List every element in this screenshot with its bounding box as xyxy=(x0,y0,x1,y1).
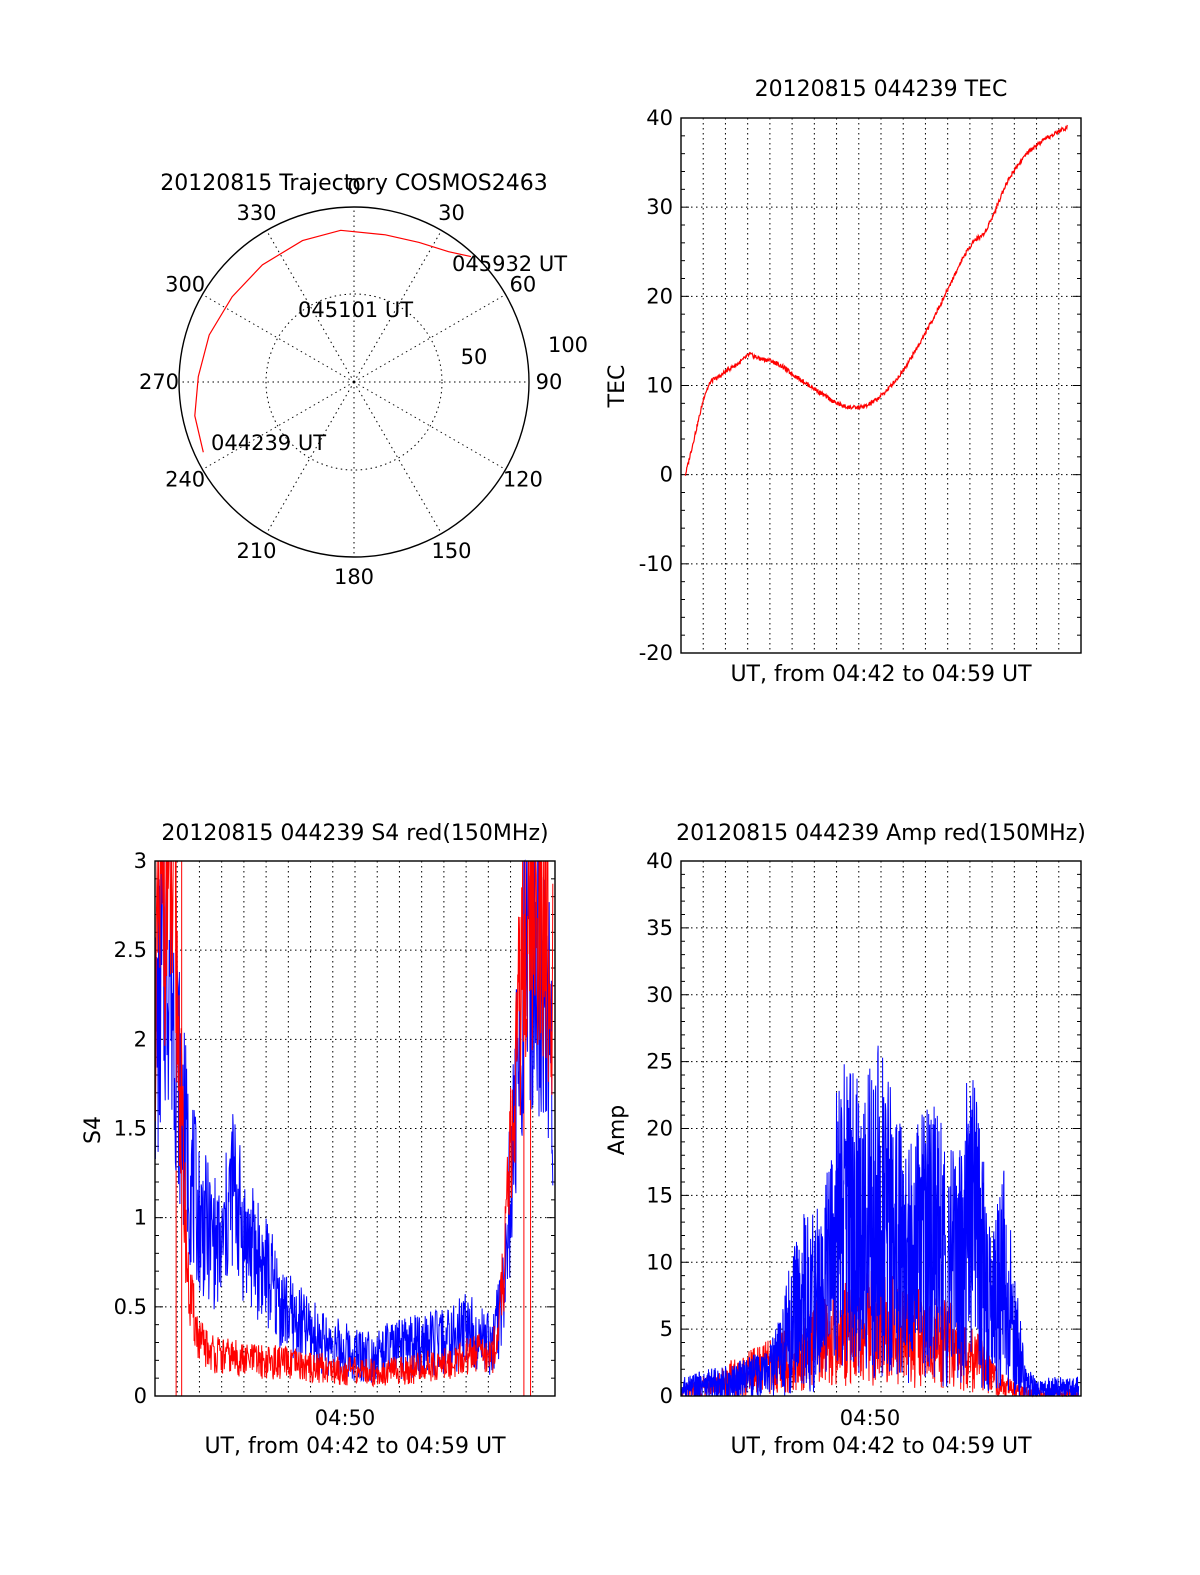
s4-y-axis-label: S4 xyxy=(81,1116,106,1144)
polar-angle-label: 300 xyxy=(165,273,205,297)
tec-y-tick-label: 0 xyxy=(660,463,673,487)
polar-angle-label: 330 xyxy=(236,201,276,225)
amp-y-axis-label: Amp xyxy=(605,1105,630,1155)
polar-spoke xyxy=(353,230,442,383)
polar-spokes xyxy=(179,207,529,557)
tec-y-axis-label: TEC xyxy=(605,365,630,409)
polar-annotation-mid: 045101 UT xyxy=(298,298,413,322)
s4-series-blue xyxy=(154,859,554,1383)
tec-series-line xyxy=(684,124,1068,476)
tec-grid xyxy=(681,118,1081,653)
s4-y-tick-label: 2 xyxy=(134,1027,147,1051)
amp-y-tick-label: 10 xyxy=(646,1250,673,1274)
polar-spoke xyxy=(266,230,355,383)
polar-angle-label: 60 xyxy=(510,273,537,297)
tec-y-tick-label: 20 xyxy=(646,284,673,308)
amp-y-tick-label: 20 xyxy=(646,1117,673,1141)
amp-y-tick-label: 30 xyxy=(646,983,673,1007)
polar-angle-label: 120 xyxy=(503,468,543,492)
polar-angle-label: 150 xyxy=(431,539,471,563)
amp-panel: 20120815 044239 Amp red(150MHz) 0 5 10 15 20… xyxy=(605,821,1086,1459)
amp-series-blue xyxy=(680,1045,1080,1397)
tec-title: 20120815 044239 TEC xyxy=(755,77,1008,102)
polar-angle-label: 180 xyxy=(334,565,374,589)
polar-radius-label-100: 100 xyxy=(548,333,588,357)
polar-angle-label: 210 xyxy=(236,539,276,563)
s4-series-red xyxy=(154,860,554,1388)
amp-title: 20120815 044239 Amp red(150MHz) xyxy=(676,821,1086,846)
polar-spoke xyxy=(266,381,355,534)
polar-annotation-end: 045932 UT xyxy=(452,252,567,276)
tec-y-tick-label: 30 xyxy=(646,195,673,219)
amp-y-tick-label: 40 xyxy=(646,849,673,873)
amp-plot-frame xyxy=(680,860,1082,1397)
tec-y-tick-label: -20 xyxy=(639,641,673,665)
polar-trajectory-panel: 20120815 Trajectory COSMOS2463 0 30 60 90 12… xyxy=(139,171,588,589)
s4-title: 20120815 044239 S4 red(150MHz) xyxy=(161,821,548,846)
polar-spoke xyxy=(353,381,506,470)
amp-y-ticks: 0 5 10 15 20 25 30 35 40 xyxy=(646,849,1081,1408)
polar-annotation-start: 044239 UT xyxy=(211,431,326,455)
amp-y-tick-label: 15 xyxy=(646,1183,673,1207)
amp-y-tick-label: 5 xyxy=(660,1317,673,1341)
s4-y-tick-label: 0.5 xyxy=(114,1295,147,1319)
tec-plot-frame xyxy=(680,117,1082,654)
s4-y-tick-label: 3 xyxy=(134,849,147,873)
polar-angle-label: 240 xyxy=(165,468,205,492)
tec-y-tick-label: 40 xyxy=(646,106,673,130)
polar-outer-circle xyxy=(178,206,530,558)
polar-track-line xyxy=(194,229,472,453)
s4-red-vertical-lines xyxy=(175,861,532,1396)
polar-radius-label-50: 50 xyxy=(461,345,488,369)
s4-plot-frame xyxy=(154,860,556,1397)
tec-y-tick-label: 10 xyxy=(646,374,673,398)
polar-spoke xyxy=(202,381,355,470)
s4-panel: 20120815 044239 S4 red(150MHz) 0 0.5 1 1.5 2… xyxy=(81,821,556,1459)
s4-y-tick-label: 0 xyxy=(134,1384,147,1408)
tec-y-ticks: -20 -10 0 10 20 30 40 xyxy=(639,106,1081,665)
tec-x-axis-label: UT, from 04:42 to 04:59 UT xyxy=(730,662,1032,687)
polar-angle-label: 90 xyxy=(536,370,563,394)
amp-x-axis-label: UT, from 04:42 to 04:59 UT xyxy=(730,1434,1032,1459)
amp-y-tick-label: 35 xyxy=(646,916,673,940)
polar-angle-label: 270 xyxy=(139,370,179,394)
polar-title: 20120815 Trajectory COSMOS2463 xyxy=(160,171,547,196)
polar-angle-labels: 0 30 60 90 120 150 180 210 240 270 300 330 xyxy=(139,175,562,589)
amp-y-tick-label: 25 xyxy=(646,1050,673,1074)
amp-x-tick-label: 04:50 xyxy=(840,1406,901,1430)
s4-x-tick-label: 04:50 xyxy=(315,1406,376,1430)
polar-angle-label: 0 xyxy=(347,175,360,199)
s4-y-tick-label: 1 xyxy=(134,1206,147,1230)
s4-y-tick-label: 2.5 xyxy=(114,938,147,962)
polar-spoke xyxy=(353,381,442,534)
polar-spoke xyxy=(202,294,355,383)
amp-y-tick-label: 0 xyxy=(660,1384,673,1408)
polar-angle-label: 30 xyxy=(438,201,465,225)
s4-y-tick-label: 1.5 xyxy=(114,1117,147,1141)
s4-x-axis-label: UT, from 04:42 to 04:59 UT xyxy=(204,1434,506,1459)
polar-inner-circle xyxy=(265,293,443,471)
polar-spoke xyxy=(353,294,506,383)
tec-y-tick-label: -10 xyxy=(639,552,673,576)
